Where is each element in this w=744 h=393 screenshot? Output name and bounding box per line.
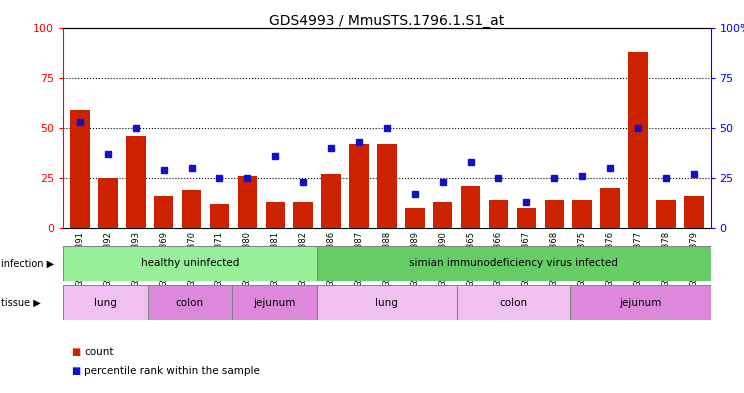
- Bar: [405, 208, 425, 228]
- Text: simian immunodeficiency virus infected: simian immunodeficiency virus infected: [409, 258, 618, 268]
- Text: percentile rank within the sample: percentile rank within the sample: [84, 366, 260, 376]
- Bar: [293, 202, 313, 228]
- Bar: [70, 110, 90, 228]
- Text: lung: lung: [94, 298, 117, 308]
- Bar: [545, 200, 564, 228]
- Bar: [572, 200, 592, 228]
- Bar: [516, 208, 536, 228]
- Bar: [154, 196, 173, 228]
- Bar: [628, 51, 648, 228]
- Bar: [570, 285, 711, 320]
- Text: colon: colon: [499, 298, 527, 308]
- Bar: [126, 136, 146, 228]
- Text: lung: lung: [376, 298, 398, 308]
- Text: ■: ■: [71, 347, 80, 357]
- Bar: [684, 196, 704, 228]
- Bar: [98, 178, 118, 228]
- Bar: [266, 202, 285, 228]
- Bar: [210, 204, 229, 228]
- Bar: [656, 200, 676, 228]
- Bar: [232, 285, 316, 320]
- Bar: [182, 190, 202, 228]
- Bar: [433, 202, 452, 228]
- Text: healthy uninfected: healthy uninfected: [141, 258, 239, 268]
- Text: GDS4993 / MmuSTS.1796.1.S1_at: GDS4993 / MmuSTS.1796.1.S1_at: [269, 14, 504, 28]
- Text: jejunum: jejunum: [253, 298, 295, 308]
- Text: ■: ■: [71, 366, 80, 376]
- Text: count: count: [84, 347, 114, 357]
- Bar: [461, 186, 481, 228]
- Bar: [237, 176, 257, 228]
- Bar: [316, 246, 711, 281]
- Text: jejunum: jejunum: [619, 298, 661, 308]
- Bar: [316, 285, 458, 320]
- Bar: [377, 144, 397, 228]
- Text: colon: colon: [176, 298, 204, 308]
- Bar: [147, 285, 232, 320]
- Bar: [63, 285, 147, 320]
- Bar: [600, 188, 620, 228]
- Bar: [63, 246, 316, 281]
- Bar: [321, 174, 341, 228]
- Bar: [489, 200, 508, 228]
- Bar: [349, 144, 369, 228]
- Text: infection ▶: infection ▶: [1, 258, 54, 268]
- Text: tissue ▶: tissue ▶: [1, 298, 41, 308]
- Bar: [458, 285, 570, 320]
